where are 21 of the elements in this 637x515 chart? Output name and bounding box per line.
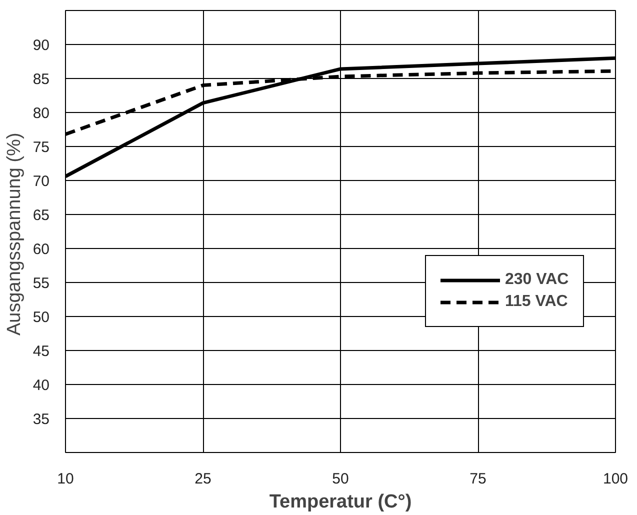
y-tick-label: 90 <box>32 37 50 54</box>
y-tick-label: 50 <box>32 309 50 326</box>
x-tick-label: 25 <box>194 470 212 488</box>
y-tick-label: 80 <box>32 105 50 122</box>
x-tick-label: 75 <box>470 470 486 488</box>
y-tick-label: 85 <box>32 71 50 88</box>
y-tick-label: 70 <box>32 173 50 190</box>
y-tick-label: 60 <box>32 241 50 258</box>
y-tick-label: 45 <box>32 343 50 360</box>
y-axis-title: Ausgangsspannung (%) <box>4 132 25 336</box>
y-tick-label: 40 <box>32 377 50 394</box>
y-tick-label: 75 <box>32 139 50 156</box>
legend-label: 115 VAC <box>505 293 568 311</box>
y-tick-label: 55 <box>32 275 50 292</box>
legend-label: 230 VAC <box>505 271 569 289</box>
x-tick-label: 50 <box>332 470 349 488</box>
x-tick-label: 10 <box>57 470 74 488</box>
y-tick-label: 65 <box>32 207 50 224</box>
x-axis-title: Temperatur (C°) <box>269 492 412 512</box>
x-tick-label: 100 <box>602 470 628 488</box>
y-tick-label: 35 <box>32 411 50 428</box>
